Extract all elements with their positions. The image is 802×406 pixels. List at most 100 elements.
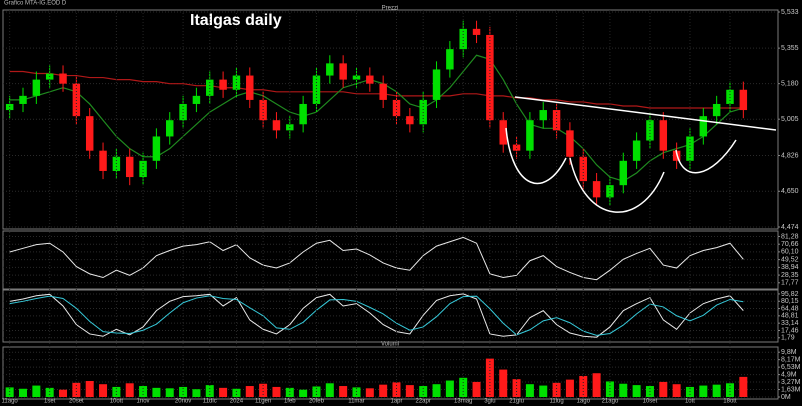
y-tick-label: 28,35	[781, 272, 799, 279]
volume-bar	[699, 385, 708, 397]
x-tick-label: 13mag	[454, 399, 472, 405]
volume-bar	[259, 383, 268, 397]
moving-average	[9, 70, 744, 109]
x-tick-label: 1apr	[391, 399, 403, 405]
candle-body	[166, 120, 174, 137]
left-shoulder	[505, 127, 567, 185]
volume-bar	[152, 387, 161, 397]
volume-bar	[565, 379, 574, 397]
volume-bar	[659, 381, 668, 397]
y-tick-label: 95,82	[781, 291, 799, 298]
candle-body	[192, 95, 201, 104]
candle-body	[32, 79, 41, 96]
volume-bar	[525, 384, 534, 397]
volume-bar	[712, 384, 721, 397]
candle-body	[472, 28, 481, 35]
x-tick-label: 22apr	[416, 399, 431, 405]
y-tick-label: 64,48	[781, 305, 799, 312]
volume-bar	[632, 385, 641, 397]
y-tick-label: 33,14	[781, 320, 799, 327]
x-tick-label: 20set	[69, 399, 84, 405]
x-tick-label: 1nov	[137, 399, 150, 405]
y-tick-label: 9,8M	[781, 349, 797, 356]
candle-body	[219, 79, 227, 90]
candle-body	[152, 136, 161, 161]
right-shoulder	[675, 139, 737, 174]
volume-bar	[192, 389, 201, 397]
volume-bar	[485, 358, 494, 397]
panel-label: Volumi	[381, 342, 399, 348]
x-tick-label: 1ago	[577, 399, 591, 405]
candle-body	[99, 150, 107, 171]
candle-body	[579, 156, 587, 182]
volume-bar	[445, 380, 454, 397]
candle-body	[339, 63, 347, 80]
x-tick-label: 3giu	[484, 399, 495, 405]
candle-body	[206, 79, 214, 96]
candle-body	[592, 181, 601, 198]
candle-body	[539, 110, 547, 121]
candle-body	[526, 120, 534, 151]
volume-bar	[672, 384, 681, 397]
x-tick-label: 10ott	[110, 399, 124, 405]
panel-label: Prezzi	[382, 6, 399, 12]
volume-bar	[552, 382, 561, 397]
candle-body	[139, 160, 147, 178]
volume-bar	[392, 382, 401, 397]
candle-body	[552, 110, 561, 131]
volume-bar	[619, 383, 628, 397]
candle-body	[246, 75, 254, 100]
y-tick-label: 8,17M	[781, 356, 801, 363]
x-tick-label: 2024	[230, 399, 244, 405]
volume-bar	[72, 382, 81, 397]
candle-body	[272, 120, 281, 131]
y-tick-label: 4,9M	[781, 371, 797, 378]
candle-body	[379, 83, 387, 100]
y-tick-label: 81,28	[781, 233, 799, 240]
candle-body	[606, 185, 614, 198]
y-tick-label: 38,94	[781, 264, 799, 271]
y-tick-label: 5,533	[781, 9, 799, 16]
candle-body	[5, 103, 14, 111]
y-tick-label: 17,46	[781, 327, 799, 334]
y-tick-label: 80,15	[781, 298, 799, 305]
neckline	[514, 96, 777, 131]
candle-body	[432, 69, 441, 100]
x-tick-label: 1ott	[685, 399, 695, 405]
volume-bar	[739, 376, 748, 397]
candle-body	[366, 75, 374, 84]
y-tick-label: 3,27M	[781, 379, 801, 386]
y-tick-label: 1,63M	[781, 386, 801, 393]
volume-bar	[605, 381, 614, 397]
volume-bar	[232, 388, 241, 397]
volume-bar	[32, 385, 41, 397]
candle-body	[739, 89, 748, 111]
volume-bar	[405, 385, 414, 397]
y-tick-label: 49,52	[781, 256, 799, 263]
volume-bar	[125, 383, 134, 397]
volume-bar	[45, 387, 54, 397]
x-tick-label: 1set	[44, 399, 56, 405]
x-tick-label: 11mar	[348, 399, 365, 405]
indicator-line	[9, 295, 744, 336]
volume-bar	[272, 386, 281, 397]
volume-bar	[165, 388, 174, 397]
volume-bar	[5, 387, 14, 397]
indicator-line	[9, 236, 744, 281]
volume-bar	[352, 387, 361, 397]
candle-body	[406, 116, 414, 125]
candle-body	[632, 140, 641, 161]
candle-body	[459, 28, 467, 50]
y-tick-label: 4,474	[781, 224, 799, 231]
volume-bar	[379, 384, 388, 397]
x-tick-label: 20feb	[309, 399, 325, 405]
y-tick-label: 6,53M	[781, 364, 801, 371]
candle-body	[299, 103, 307, 125]
candle-body	[712, 103, 721, 117]
volume-bar	[339, 386, 348, 397]
y-tick-label: 5,180	[781, 81, 799, 88]
volume-bar	[59, 389, 68, 397]
volume-bar	[245, 386, 254, 397]
